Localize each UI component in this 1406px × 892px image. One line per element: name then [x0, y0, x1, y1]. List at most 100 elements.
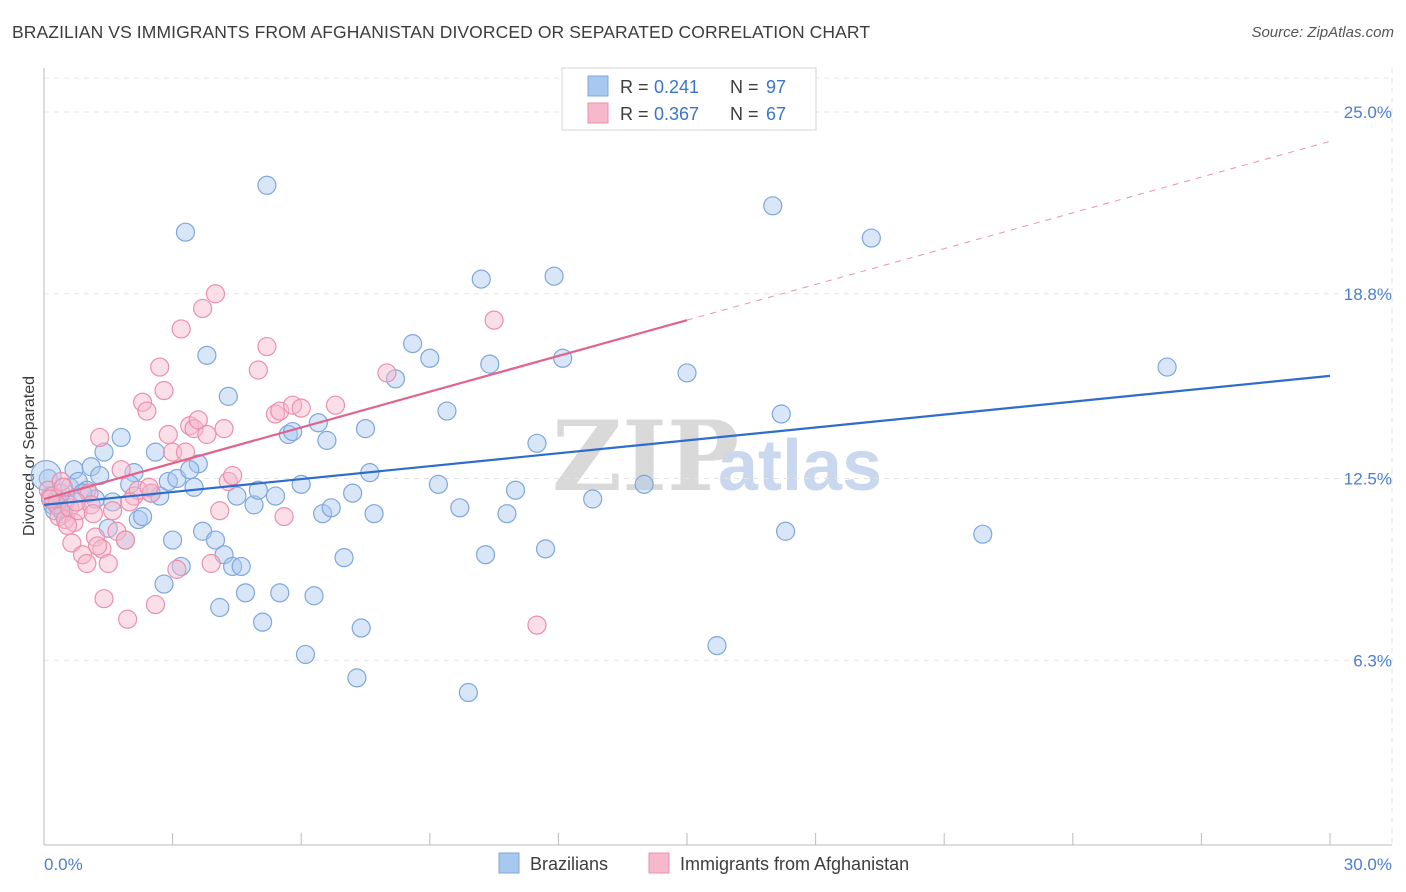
trend-line-afghanistan [43, 319, 688, 501]
brazilians-point-32 [197, 345, 217, 365]
x-tick-label-min: 0.0% [44, 855, 83, 874]
series-brazilians-points [30, 175, 1177, 703]
afghanistan-point-57 [484, 310, 504, 330]
afghanistan-point-15 [90, 427, 110, 448]
trend-line-afghanistan-extension [686, 140, 1331, 321]
brazilians-point-80 [634, 474, 654, 494]
brazilians-point-38 [227, 486, 247, 506]
y-tick-label-1: 12.5% [1344, 469, 1392, 488]
brazilians-point-74 [505, 480, 526, 500]
brazilians-point-69 [458, 682, 478, 703]
brazilians-point-29 [184, 477, 204, 497]
axes [43, 68, 1392, 846]
afghanistan-point-11 [77, 553, 97, 574]
y-axis-label: Divorced or Separated [21, 376, 38, 536]
afghanistan-point-35 [171, 319, 191, 339]
afghanistan-point-43 [205, 284, 226, 304]
brazilians-point-64 [403, 334, 423, 354]
x-tick-label-max: 30.0% [1344, 855, 1392, 874]
brazilians-point-56 [334, 548, 354, 568]
brazilians-point-58 [347, 668, 367, 688]
afghanistan-point-18 [98, 553, 118, 574]
brazilians-point-73 [497, 504, 517, 524]
watermark-atlas: atlas [718, 426, 882, 506]
brazilians-point-60 [355, 419, 376, 439]
legend-n-label-1: N = [730, 77, 759, 97]
brazilians-point-87 [973, 524, 993, 544]
brazilians-point-86 [861, 228, 881, 248]
brazilians-point-39 [231, 556, 251, 577]
brazilians-point-23 [154, 574, 174, 594]
legend-swatch-blue [587, 75, 609, 97]
afghanistan-point-17 [94, 589, 114, 609]
legend-r-value-1: 0.241 [654, 77, 699, 97]
brazilians-point-50 [295, 644, 316, 665]
trend-line-brazilians [43, 374, 1331, 506]
brazilians-point-65 [420, 348, 440, 368]
afghanistan-point-47 [223, 465, 243, 486]
afghanistan-point-49 [257, 336, 277, 357]
brazilians-point-71 [475, 545, 496, 565]
afghanistan-point-44 [210, 501, 230, 521]
afghanistan-point-32 [158, 424, 178, 445]
afghanistan-point-21 [111, 460, 131, 480]
afghanistan-point-31 [154, 380, 174, 401]
brazilians-point-57 [343, 483, 363, 503]
chart-title: BRAZILIAN VS IMMIGRANTS FROM AFGHANISTAN… [12, 22, 871, 42]
afghanistan-point-64 [87, 536, 108, 556]
afghanistan-point-39 [188, 410, 208, 430]
brazilians-point-79 [583, 489, 603, 509]
legend-n-label-2: N = [730, 104, 759, 124]
brazilians-point-25 [163, 530, 183, 550]
brazilians-point-59 [351, 618, 371, 638]
series-legend-label-afghanistan: Immigrants from Afghanistan [680, 854, 909, 874]
trend-lines [43, 140, 1331, 506]
brazilians-point-42 [248, 480, 268, 500]
brazilians-point-44 [257, 175, 277, 195]
brazilians-point-20 [132, 507, 153, 527]
brazilians-point-45 [265, 486, 286, 506]
afghanistan-point-48 [248, 360, 268, 380]
brazilians-point-75 [527, 433, 547, 453]
brazilians-point-81 [677, 363, 697, 383]
afghanistan-point-36 [175, 442, 196, 462]
brazilians-point-96 [180, 460, 200, 480]
afghanistan-point-41 [197, 424, 217, 445]
brazilians-point-16 [111, 427, 131, 448]
afghanistan-point-10 [72, 545, 93, 565]
legend-swatch-pink [587, 102, 609, 124]
brazilians-point-84 [771, 404, 791, 424]
brazilians-point-85 [775, 521, 796, 541]
afghanistan-point-30 [150, 357, 170, 377]
brazilians-point-76 [535, 539, 556, 559]
brazilians-point-22 [145, 442, 166, 462]
legend-r-value-2: 0.367 [654, 104, 699, 124]
afghanistan-point-56 [377, 363, 397, 383]
watermark-zip: ZIP [552, 400, 739, 513]
brazilians-point-70 [471, 269, 491, 289]
y-tick-label-3: 25.0% [1344, 103, 1392, 122]
stats-legend: R = 0.241 N = 97 R = 0.367 N = 67 [561, 67, 817, 131]
brazilians-point-88 [1157, 357, 1177, 377]
afghanistan-point-52 [274, 507, 294, 527]
brazilians-point-54 [317, 430, 337, 450]
brazilians-point-14 [94, 442, 114, 462]
brazilians-point-34 [210, 597, 230, 618]
brazilians-point-83 [763, 196, 783, 216]
brazilians-point-41 [244, 495, 264, 515]
brazilians-point-36 [218, 386, 238, 406]
afghanistan-point-42 [201, 553, 221, 574]
series-legend-swatch-afghanistan [648, 852, 670, 874]
afghanistan-point-23 [117, 609, 138, 629]
legend-r-label-1: R = [620, 77, 649, 97]
brazilians-point-51 [304, 586, 324, 606]
brazilians-point-68 [450, 498, 470, 518]
watermark: ZIP atlas [552, 400, 882, 513]
brazilians-point-33 [205, 530, 226, 550]
brazilians-point-82 [707, 636, 727, 656]
brazilians-point-43 [253, 612, 273, 632]
series-afghanistan-points [38, 284, 547, 635]
afghanistan-point-66 [139, 477, 159, 497]
brazilians-point-77 [544, 266, 564, 286]
